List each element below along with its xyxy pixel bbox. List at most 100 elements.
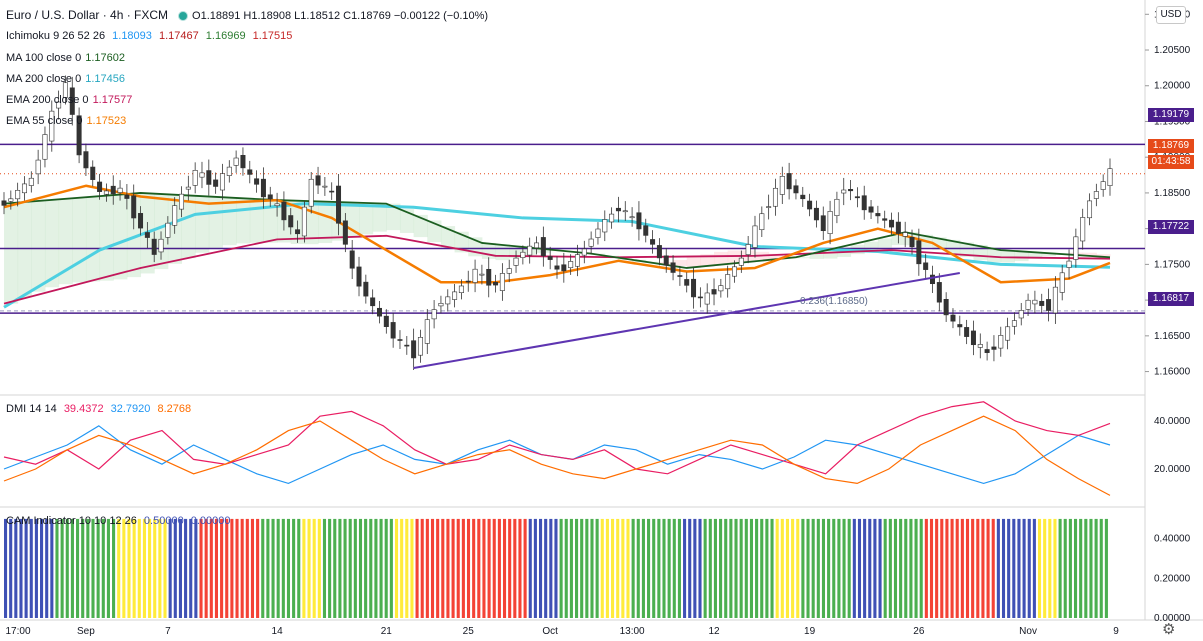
candle-body (643, 225, 649, 236)
cam-bar (446, 518, 450, 618)
candle-body (103, 190, 109, 195)
candle-body (1080, 217, 1086, 242)
cam-bar (909, 518, 913, 618)
cam-bar (65, 518, 69, 618)
cam-bar (564, 518, 568, 618)
cam-tick-label: 0.40000 (1154, 534, 1191, 545)
dmi-pane[interactable] (3, 401, 1111, 496)
candle-body (185, 186, 191, 190)
cam-bar (538, 518, 543, 618)
legend-ema55[interactable]: EMA 55 close 0 1.17523 (6, 115, 130, 127)
candle-body (21, 183, 27, 194)
cam-bar (271, 518, 275, 618)
candle-body (629, 216, 635, 219)
legend-ichimoku-label: Ichimoku 9 26 52 26 (6, 30, 106, 42)
cam-bar (235, 518, 239, 618)
cam-bar (739, 518, 743, 618)
time-tick-label: 19 (804, 626, 816, 637)
cam-bar (358, 518, 363, 618)
cam-bar (497, 518, 501, 618)
legend-ma100-label: MA 100 close 0 (6, 52, 82, 64)
legend-ichimoku-v2: 1.17467 (158, 30, 199, 42)
candle-body (834, 198, 840, 216)
cam-bar (868, 518, 872, 618)
cam-bar (749, 518, 753, 618)
candle-body (397, 339, 403, 341)
legend-cam-v2: 0.00000 (190, 515, 231, 527)
settings-gear-icon[interactable]: ⚙ (1162, 621, 1176, 638)
candle-body (83, 151, 89, 169)
cam-bar (482, 518, 486, 618)
legend-cam[interactable]: CAM Indicator 10 10 12 26 0.50000 0.0000… (6, 515, 235, 527)
cam-bar (317, 518, 321, 618)
cam-bar (744, 518, 748, 618)
ichimoku-cloud-segment (932, 237, 947, 250)
ichimoku-cloud-segment (768, 253, 783, 260)
cam-bar (70, 518, 74, 618)
legend-ma100[interactable]: MA 100 close 0 1.17602 (6, 52, 129, 64)
cam-tick-label: 0.20000 (1154, 573, 1191, 584)
cam-bar (1089, 518, 1093, 618)
candle-body (561, 264, 567, 272)
legend-ichimoku[interactable]: Ichimoku 9 26 52 26 1.18093 1.17467 1.16… (6, 30, 296, 42)
candle-body (486, 268, 492, 286)
cam-bar (250, 518, 255, 618)
ichimoku-cloud-segment (946, 239, 961, 254)
cam-bar (662, 518, 666, 618)
cam-bar (729, 518, 733, 618)
cam-bar (333, 518, 337, 618)
candle-body (656, 245, 662, 259)
cam-bar (1032, 518, 1036, 618)
cam-bar (230, 518, 234, 618)
cam-bar (451, 518, 455, 618)
cam-bar (173, 518, 177, 618)
currency-button[interactable]: USD (1156, 6, 1186, 24)
candle-body (301, 206, 307, 237)
candle-body (677, 275, 683, 277)
candle-body (970, 330, 976, 346)
ichimoku-cloud-segment (1096, 254, 1111, 257)
candle-body (295, 229, 301, 235)
cam-bar (929, 518, 934, 618)
candle-body (540, 237, 546, 257)
candle-body (213, 179, 219, 187)
candle-body (650, 239, 656, 245)
cam-bar (647, 518, 651, 618)
cam-bar (842, 518, 846, 618)
cam-bar (904, 518, 908, 618)
candle-body (465, 280, 471, 283)
ichimoku-cloud-segment (208, 196, 223, 249)
candle-body (568, 261, 574, 269)
time-tick-label: Nov (1019, 626, 1037, 637)
ichimoku-cloud-segment (154, 193, 169, 270)
candle-body (636, 212, 642, 230)
legend-dmi[interactable]: DMI 14 14 39.4372 32.7920 8.2768 (6, 403, 195, 415)
cam-bar (148, 518, 152, 618)
candle-body (281, 201, 287, 221)
candle-body (431, 309, 437, 320)
cam-bar (1099, 518, 1103, 618)
cam-bar (1058, 518, 1062, 618)
legend-ma200-value: 1.17456 (85, 73, 125, 85)
ichimoku-cloud-segment (754, 251, 770, 262)
candle-body (506, 268, 512, 274)
candle-body (226, 166, 232, 176)
symbol-header[interactable]: Euro / U.S. Dollar · 4h · FXCM O1.18891 H… (6, 8, 492, 22)
cam-bar (348, 518, 352, 618)
cam-pane[interactable] (4, 518, 1108, 618)
candle-body (499, 273, 505, 291)
symbol-title[interactable]: Euro / U.S. Dollar · 4h · FXCM (6, 8, 169, 22)
candle-body (861, 195, 867, 211)
legend-ema200[interactable]: EMA 200 close 0 1.17577 (6, 94, 136, 106)
main-pane[interactable] (0, 75, 1145, 370)
cam-bar (456, 518, 460, 618)
dmi-series-ADX (3, 415, 1111, 496)
cam-bar (554, 518, 558, 618)
candle-body (452, 291, 458, 300)
cam-bar (657, 518, 661, 618)
cam-bar (1084, 518, 1088, 618)
candle-body (779, 175, 785, 195)
countdown-timer: 01:43:58 (1148, 155, 1194, 169)
legend-ma200[interactable]: MA 200 close 0 1.17456 (6, 73, 129, 85)
